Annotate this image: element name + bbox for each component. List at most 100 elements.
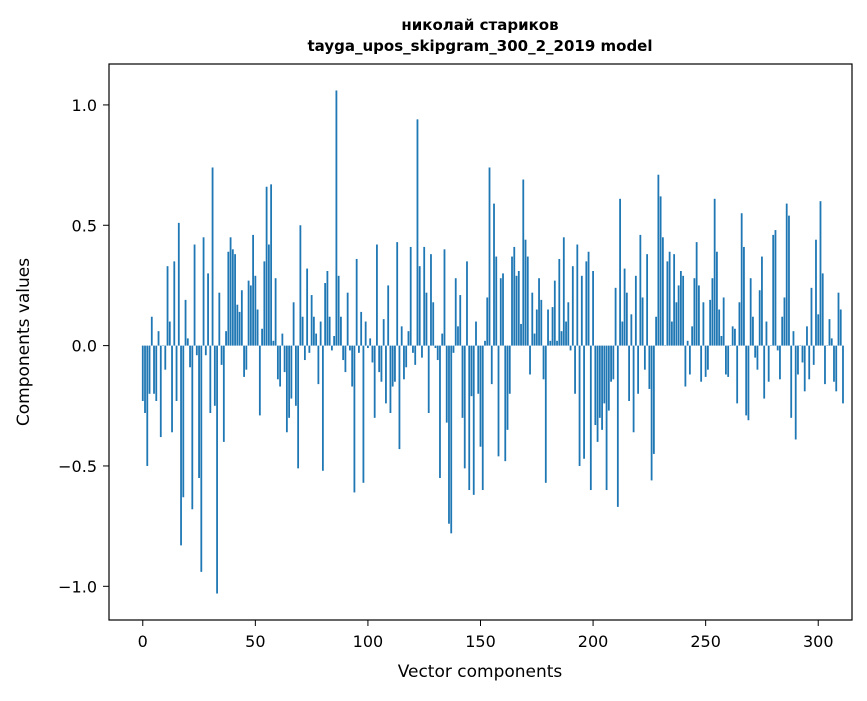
bar [394,346,396,382]
bar [547,310,549,346]
bar [284,346,286,372]
bar [308,346,310,353]
bar [565,322,567,346]
bar [261,329,263,346]
bar [297,346,299,469]
bar [171,346,173,433]
bar [383,319,385,345]
bar [205,346,207,356]
bar [585,261,587,345]
bar [486,297,488,345]
bar [187,338,189,345]
bar [439,346,441,478]
bar [522,180,524,346]
bar [234,254,236,345]
bar [558,259,560,346]
y-tick-label: −1.0 [58,577,97,596]
bar [144,346,146,413]
y-tick-label: −0.5 [58,457,97,476]
bar [491,346,493,385]
bar [435,346,437,348]
bar [639,235,641,346]
bar [540,300,542,346]
bar [786,204,788,346]
bar [484,341,486,346]
bar [648,346,650,389]
bar [534,334,536,346]
bar [635,276,637,346]
x-tick-label: 100 [353,632,384,651]
bar [164,346,166,370]
bar [378,346,380,372]
bar [245,346,247,370]
bar [590,346,592,490]
bar [793,331,795,345]
bar [167,266,169,345]
bar [527,257,529,346]
bar [723,297,725,345]
bar [630,314,632,345]
bar [741,213,743,345]
bar [221,346,223,365]
bar [581,276,583,346]
bar [502,273,504,345]
bar [700,346,702,382]
bar [518,271,520,346]
bar [766,322,768,346]
bar [675,302,677,345]
bar [426,293,428,346]
bar [259,346,261,416]
x-tick-label: 50 [245,632,265,651]
bar [498,346,500,457]
bar [817,314,819,345]
bar [509,346,511,394]
bar [617,346,619,507]
bar [351,346,353,387]
bar [516,276,518,346]
bar [824,346,826,385]
bar [637,346,639,394]
bar [419,266,421,345]
bar [802,346,804,363]
bar [536,310,538,346]
bar [583,346,585,459]
bar [651,346,653,481]
bar [203,237,205,345]
bar [414,346,416,365]
bar [840,310,842,346]
bar [815,240,817,346]
bar [423,247,425,346]
bar [705,346,707,377]
bar [721,336,723,346]
bar [482,346,484,490]
bar [270,184,272,345]
bar [212,168,214,346]
bar [680,271,682,346]
x-tick-label: 250 [690,632,721,651]
bar [662,237,664,345]
bar [347,293,349,346]
bar [306,269,308,346]
bar [538,278,540,345]
bar [734,329,736,346]
bar [227,252,229,346]
bar [525,240,527,346]
bar [606,346,608,490]
bar [191,346,193,510]
bar [248,281,250,346]
bars-group [142,90,844,593]
bar [642,297,644,345]
x-tick-label: 150 [465,632,496,651]
bar [761,257,763,346]
bar [561,331,563,345]
bar [304,346,306,360]
bar [446,346,448,423]
bar [329,317,331,346]
bar [381,346,383,382]
bar [448,346,450,524]
bar [504,346,506,462]
bar [214,346,216,406]
bar [324,283,326,346]
bar [511,257,513,346]
